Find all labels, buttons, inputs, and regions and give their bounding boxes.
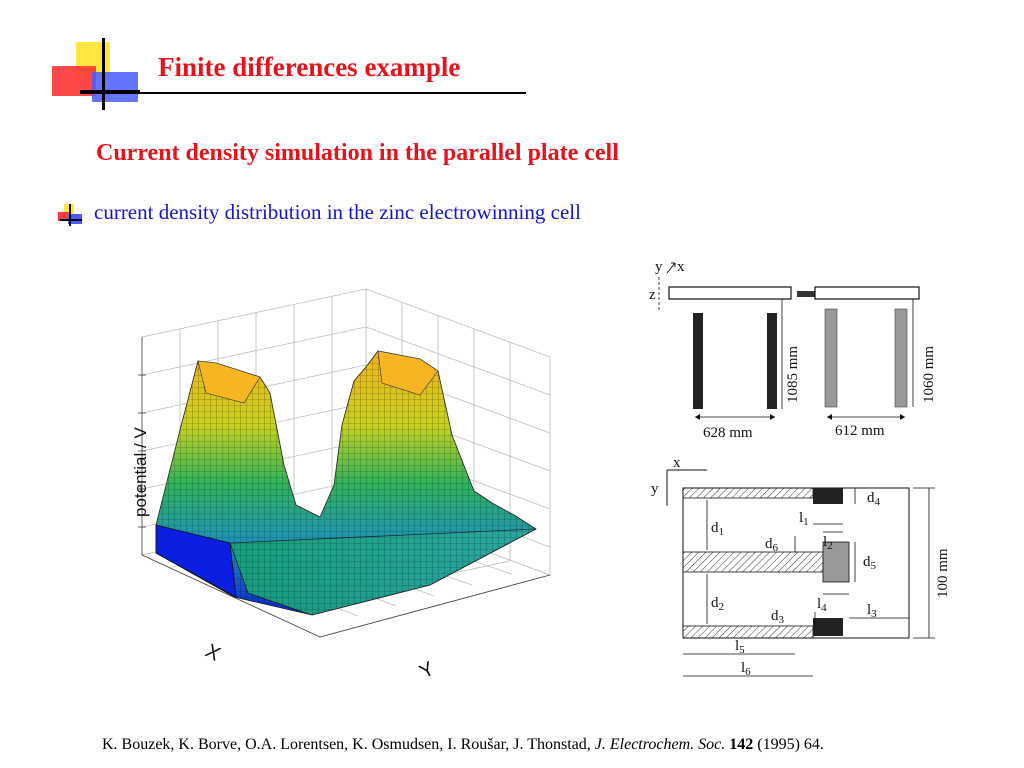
z-axis-label: potential / V [131, 427, 150, 517]
axis-x-label: x [677, 259, 685, 275]
potential-surface-plot: potential / V X Y [131, 288, 552, 684]
slide-logo-icon [52, 38, 140, 110]
height-right-label: 1060 mm [921, 346, 937, 403]
citation-journal: J. Electrochem. Soc. [594, 736, 726, 753]
axis-y-label: y [651, 481, 659, 497]
d1-label: d1 [711, 520, 724, 538]
title-underline [80, 92, 526, 94]
l3-label: l3 [867, 602, 877, 620]
floor-axes [141, 554, 551, 638]
d4-label: d4 [867, 490, 881, 508]
axis-z-label: z [649, 287, 656, 303]
z-axis [138, 337, 146, 555]
d2-label: d2 [711, 595, 724, 613]
l6-label: l6 [741, 660, 751, 678]
slide-title: Finite differences example [158, 52, 461, 82]
d6-label: d6 [765, 536, 779, 554]
potential-surface [155, 350, 537, 616]
citation-rest: (1995) 64. [757, 736, 824, 753]
bullet-text: current density distribution in the zinc… [94, 200, 581, 224]
citation-authors: K. Bouzek, K. Borve, O.A. Lorentsen, K. … [102, 736, 591, 753]
bullet-icon [58, 204, 82, 226]
height-label: 100 mm [935, 548, 951, 598]
width-right-label: 612 mm [835, 423, 885, 439]
cell-side-view-diagram: y x z 628 mm 612 mm 1085 mm 1060 mm [649, 259, 937, 441]
d3-label: d3 [771, 608, 785, 626]
axis-y-label: y [655, 259, 663, 275]
height-left-label: 1085 mm [785, 346, 801, 403]
d5-label: d5 [863, 554, 877, 572]
axis-x-label: x [673, 455, 681, 471]
l5-label: l5 [735, 638, 745, 656]
citation: K. Bouzek, K. Borve, O.A. Lorentsen, K. … [102, 736, 824, 754]
y-axis-label: Y [416, 658, 438, 684]
slide-subtitle: Current density simulation in the parall… [96, 140, 619, 166]
l4-label: l4 [817, 596, 827, 614]
l2-label: l2 [823, 534, 833, 552]
x-axis-label: X [202, 640, 224, 666]
cell-top-view-diagram: x y d1 d2 d3 d4 d5 d6 l1 l2 l3 l4 l5 l6 … [651, 455, 951, 678]
citation-volume: 142 [729, 736, 754, 753]
l1-label: l1 [799, 510, 809, 528]
width-left-label: 628 mm [703, 425, 753, 441]
